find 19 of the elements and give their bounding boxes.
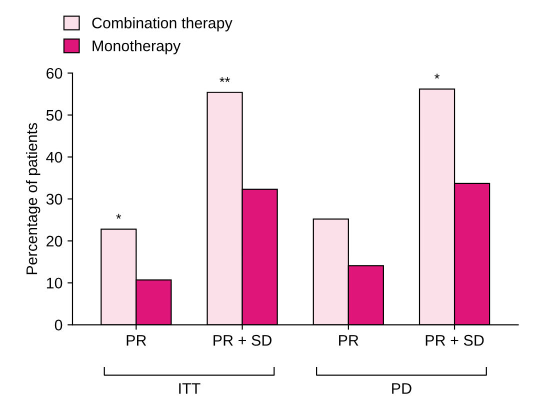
y-tick-label: 60 — [46, 68, 62, 79]
data-label: ** — [220, 77, 230, 82]
text: PD — [392, 383, 412, 394]
data-label: * — [434, 74, 440, 79]
data-label: * — [116, 214, 122, 219]
x-tick-label: PR — [339, 335, 358, 346]
y-axis-title: Percentage of patients — [26, 123, 40, 274]
y-tick-label: 0 — [54, 320, 62, 330]
y-tick-label: 20 — [46, 236, 62, 247]
y-tick-label: 30 — [46, 194, 62, 205]
legend-label: Combination therapy — [92, 17, 232, 32]
text: ITT — [179, 383, 200, 394]
x-tick-label: PR — [126, 335, 146, 346]
y-tick-label: 50 — [46, 110, 62, 121]
x-tick-label: PR + SD — [214, 334, 272, 346]
y-tick-label: 10 — [46, 278, 62, 289]
x-tick-label: PR + SD — [426, 334, 484, 346]
y-tick-label: 40 — [46, 152, 62, 163]
legend-label: Monotherapy — [92, 40, 181, 54]
